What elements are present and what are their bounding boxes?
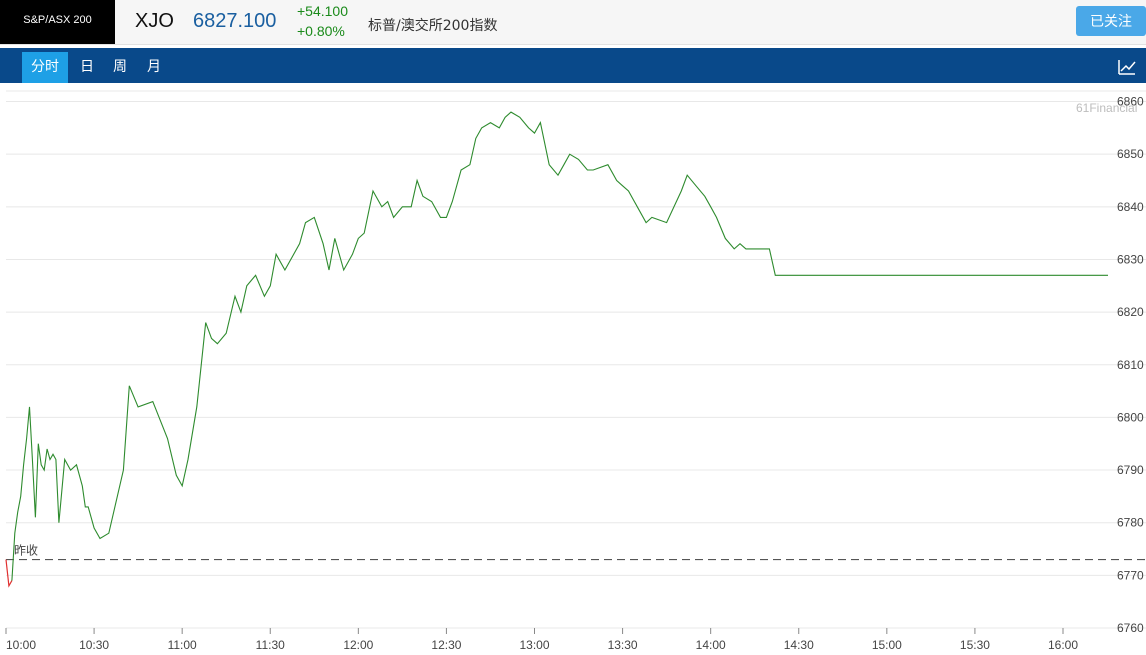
y-tick-label: 6840: [1117, 200, 1144, 214]
tab-weekly[interactable]: 周: [113, 59, 127, 75]
x-tick-label: 12:00: [343, 638, 373, 652]
follow-button[interactable]: 已关注: [1076, 6, 1146, 36]
y-tick-label: 6770: [1117, 568, 1144, 582]
y-tick-label: 6820: [1117, 305, 1144, 319]
chart-period-tabs: 分时 日 周 月: [0, 48, 1146, 83]
index-logo: S&P/ASX 200: [0, 0, 115, 44]
last-price: 6827.100: [193, 10, 277, 32]
index-name: 标普/澳交所200指数: [368, 18, 498, 34]
line-chart-icon[interactable]: [1112, 53, 1142, 81]
intraday-chart: 6760 6770 6780 6790 6800 6810 6820 6830 6840 6850…: [5, 90, 1146, 652]
x-tick-label: 16:00: [1048, 638, 1078, 652]
y-tick-label: 6810: [1117, 358, 1144, 372]
price-change: +54.100: [297, 3, 348, 19]
y-tick-label: 6850: [1117, 147, 1144, 161]
x-tick-label: 13:00: [519, 638, 549, 652]
x-tick-label: 14:00: [696, 638, 726, 652]
x-tick-label: 14:30: [784, 638, 814, 652]
y-tick-label: 6860: [1117, 95, 1144, 109]
watermark: 61Financial: [1076, 101, 1138, 115]
x-tick-label: 10:00: [6, 638, 36, 652]
price-line-below-prev-close: [5, 559, 13, 588]
tab-daily[interactable]: 日: [80, 59, 94, 75]
x-tick-label: 12:30: [431, 638, 461, 652]
y-tick-label: 6830: [1117, 252, 1144, 266]
x-tick-label: 10:30: [79, 638, 109, 652]
y-tick-label: 6790: [1117, 463, 1144, 477]
x-tick-label: 15:00: [872, 638, 902, 652]
y-tick-label: 6780: [1117, 516, 1144, 530]
logo-text: S&P/ASX 200: [23, 14, 92, 26]
tab-monthly[interactable]: 月: [147, 59, 161, 75]
symbol-code: XJO: [135, 10, 174, 32]
y-tick-label: 6800: [1117, 410, 1144, 424]
x-tick-label: 11:00: [168, 638, 197, 652]
tab-intraday[interactable]: 分时: [22, 52, 68, 83]
price-change-percent: +0.80%: [297, 23, 345, 39]
y-tick-label: 6760: [1117, 621, 1144, 635]
prev-close-label: 昨收: [14, 544, 38, 558]
quote-header: S&P/ASX 200 XJO 6827.100 +54.100 +0.80% …: [0, 0, 1146, 45]
price-line: [11, 111, 1108, 581]
x-tick-label: 11:30: [256, 638, 285, 652]
x-tick-label: 15:30: [960, 638, 990, 652]
x-tick-label: 13:30: [608, 638, 638, 652]
